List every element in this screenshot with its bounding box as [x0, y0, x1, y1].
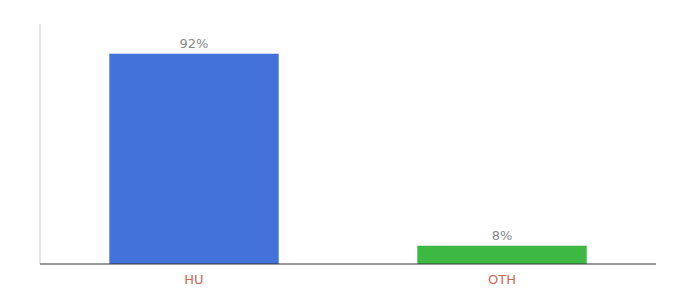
bars — [109, 54, 586, 264]
bar — [417, 246, 586, 264]
data-label: 8% — [492, 228, 513, 243]
chart-svg: 92% 8% HU OTH — [0, 0, 680, 300]
y-axis-line — [40, 24, 41, 264]
data-label: 92% — [180, 36, 209, 51]
x-axis-line — [40, 264, 656, 265]
page: {"chart_data": {"type": "bar", "categori… — [0, 0, 680, 300]
x-tick-label: HU — [184, 272, 203, 287]
bar — [109, 54, 278, 264]
x-tick-label: OTH — [488, 272, 516, 287]
chart-container: 92% 8% HU OTH — [0, 0, 680, 300]
